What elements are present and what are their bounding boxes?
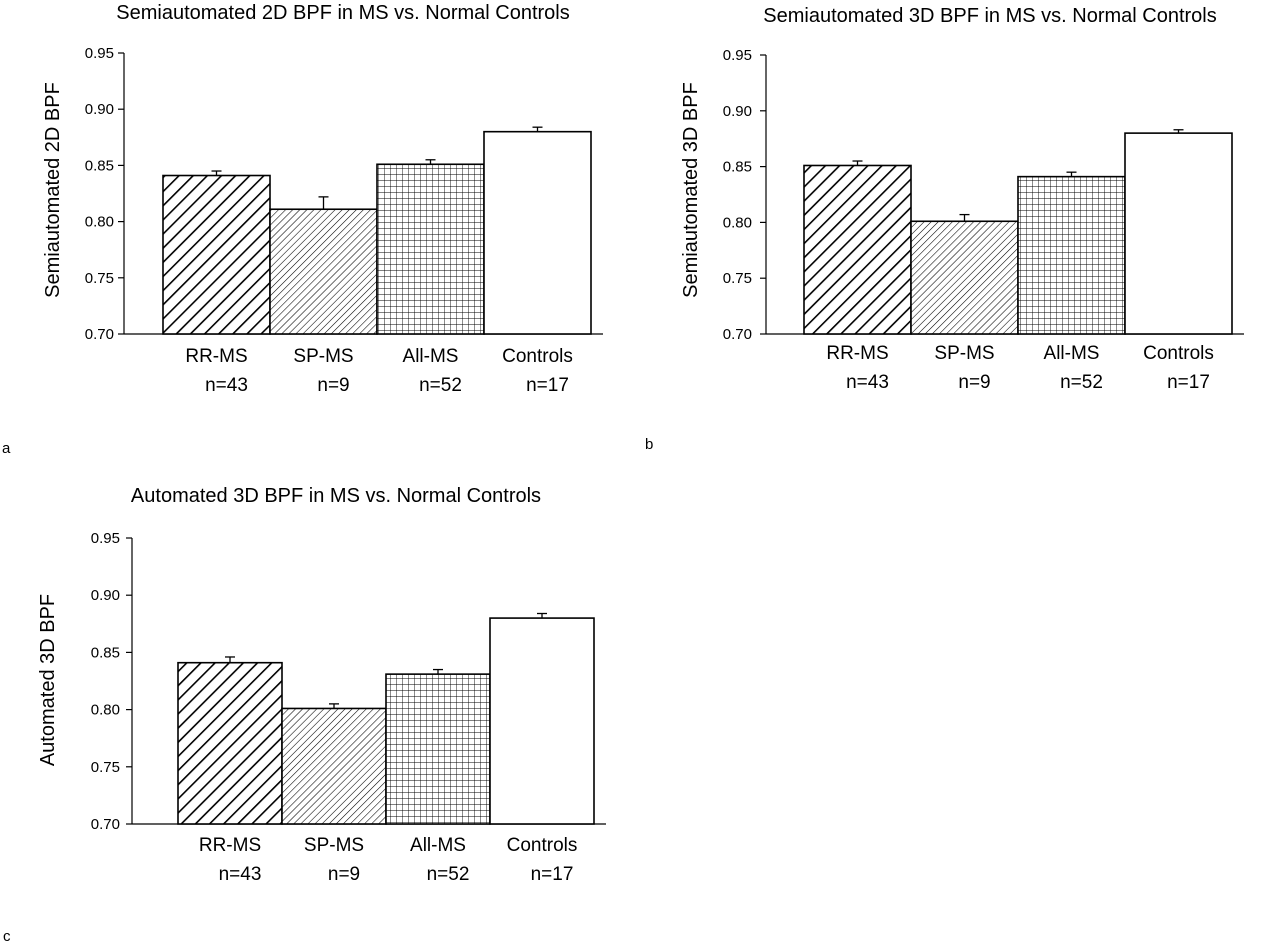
bar-all-ms bbox=[376, 163, 485, 335]
y-tick-label-a: 0.95 bbox=[85, 45, 114, 62]
y-axis-label-c: Automated 3D BPF bbox=[37, 594, 59, 766]
y-tick-label-b: 0.80 bbox=[723, 214, 752, 231]
category-label: SP-MS bbox=[304, 835, 364, 856]
chart-marks-a: 0.70 0.75 0.80 0.85 0.90 0.95 RR-MS n=43 SP-MS n=… bbox=[85, 45, 603, 396]
sample-size-label: n=43 bbox=[219, 864, 262, 885]
sample-size-label: n=17 bbox=[531, 864, 574, 885]
bar-controls bbox=[1124, 132, 1233, 335]
y-tick-label-c: 0.85 bbox=[91, 644, 120, 661]
bar-rr-ms bbox=[162, 174, 271, 335]
sample-size-label: n=9 bbox=[317, 375, 349, 396]
y-tick-label-a: 0.70 bbox=[85, 326, 114, 343]
sample-size-label: n=43 bbox=[846, 372, 889, 393]
sample-size-label: n=9 bbox=[328, 864, 360, 885]
bar-all-ms bbox=[1017, 175, 1126, 335]
panel-label-a: a bbox=[2, 440, 11, 457]
y-tick-label-c: 0.90 bbox=[91, 587, 120, 604]
chart-panel-c: Automated 3D BPF in MS vs. Normal Contro… bbox=[3, 485, 606, 945]
chart-title-b: Semiautomated 3D BPF in MS vs. Normal Co… bbox=[763, 5, 1217, 27]
bar-sp-ms bbox=[269, 208, 378, 335]
y-tick-label-a: 0.80 bbox=[85, 214, 114, 231]
y-tick-label-a: 0.90 bbox=[85, 101, 114, 118]
category-label: SP-MS bbox=[934, 343, 994, 364]
sample-size-label: n=43 bbox=[205, 375, 248, 396]
bar-controls bbox=[489, 617, 595, 825]
chart-title-a: Semiautomated 2D BPF in MS vs. Normal Co… bbox=[116, 2, 570, 24]
bar-rr-ms bbox=[177, 661, 283, 825]
y-tick-label-c: 0.70 bbox=[91, 816, 120, 833]
chart-panel-a: Semiautomated 2D BPF in MS vs. Normal Co… bbox=[2, 2, 603, 457]
category-label: Controls bbox=[502, 346, 573, 367]
y-tick-label-a: 0.75 bbox=[85, 270, 114, 287]
bar-rr-ms bbox=[803, 164, 912, 335]
category-label: RR-MS bbox=[185, 346, 247, 367]
sample-size-label: n=17 bbox=[526, 375, 569, 396]
y-tick-label-b: 0.70 bbox=[723, 326, 752, 343]
chart-marks-b: 0.70 0.75 0.80 0.85 0.90 0.95 RR-MS n=43 SP-MS n=… bbox=[723, 47, 1244, 393]
chart-title-c: Automated 3D BPF in MS vs. Normal Contro… bbox=[131, 485, 541, 507]
y-tick-label-a: 0.85 bbox=[85, 157, 114, 174]
y-tick-label-b: 0.95 bbox=[723, 47, 752, 64]
bar-sp-ms bbox=[281, 707, 387, 825]
bar-all-ms bbox=[385, 673, 491, 825]
sample-size-label: n=17 bbox=[1167, 372, 1210, 393]
category-label: RR-MS bbox=[826, 343, 888, 364]
y-tick-label-c: 0.95 bbox=[91, 530, 120, 547]
sample-size-label: n=52 bbox=[419, 375, 462, 396]
category-label: All-MS bbox=[410, 835, 466, 856]
category-label: All-MS bbox=[1044, 343, 1100, 364]
category-label: All-MS bbox=[403, 346, 459, 367]
y-tick-label-b: 0.90 bbox=[723, 103, 752, 120]
panel-label-b: b bbox=[645, 436, 653, 453]
category-label: Controls bbox=[1143, 343, 1214, 364]
sample-size-label: n=9 bbox=[958, 372, 990, 393]
y-tick-label-c: 0.75 bbox=[91, 759, 120, 776]
category-label: Controls bbox=[507, 835, 578, 856]
y-tick-label-c: 0.80 bbox=[91, 702, 120, 719]
y-tick-label-b: 0.75 bbox=[723, 270, 752, 287]
y-axis-label-b: Semiautomated 3D BPF bbox=[680, 82, 702, 298]
y-axis-label-a: Semiautomated 2D BPF bbox=[42, 82, 64, 298]
bar-controls bbox=[483, 130, 592, 335]
sample-size-label: n=52 bbox=[1060, 372, 1103, 393]
bar-sp-ms bbox=[910, 220, 1019, 335]
sample-size-label: n=52 bbox=[427, 864, 470, 885]
category-label: RR-MS bbox=[199, 835, 261, 856]
chart-panel-b: Semiautomated 3D BPF in MS vs. Normal Co… bbox=[645, 5, 1244, 453]
category-label: SP-MS bbox=[293, 346, 353, 367]
chart-marks-c: 0.70 0.75 0.80 0.85 0.90 0.95 RR-MS n=43 SP-MS n=… bbox=[91, 530, 606, 885]
panel-label-c: c bbox=[3, 928, 11, 945]
y-tick-label-b: 0.85 bbox=[723, 159, 752, 176]
